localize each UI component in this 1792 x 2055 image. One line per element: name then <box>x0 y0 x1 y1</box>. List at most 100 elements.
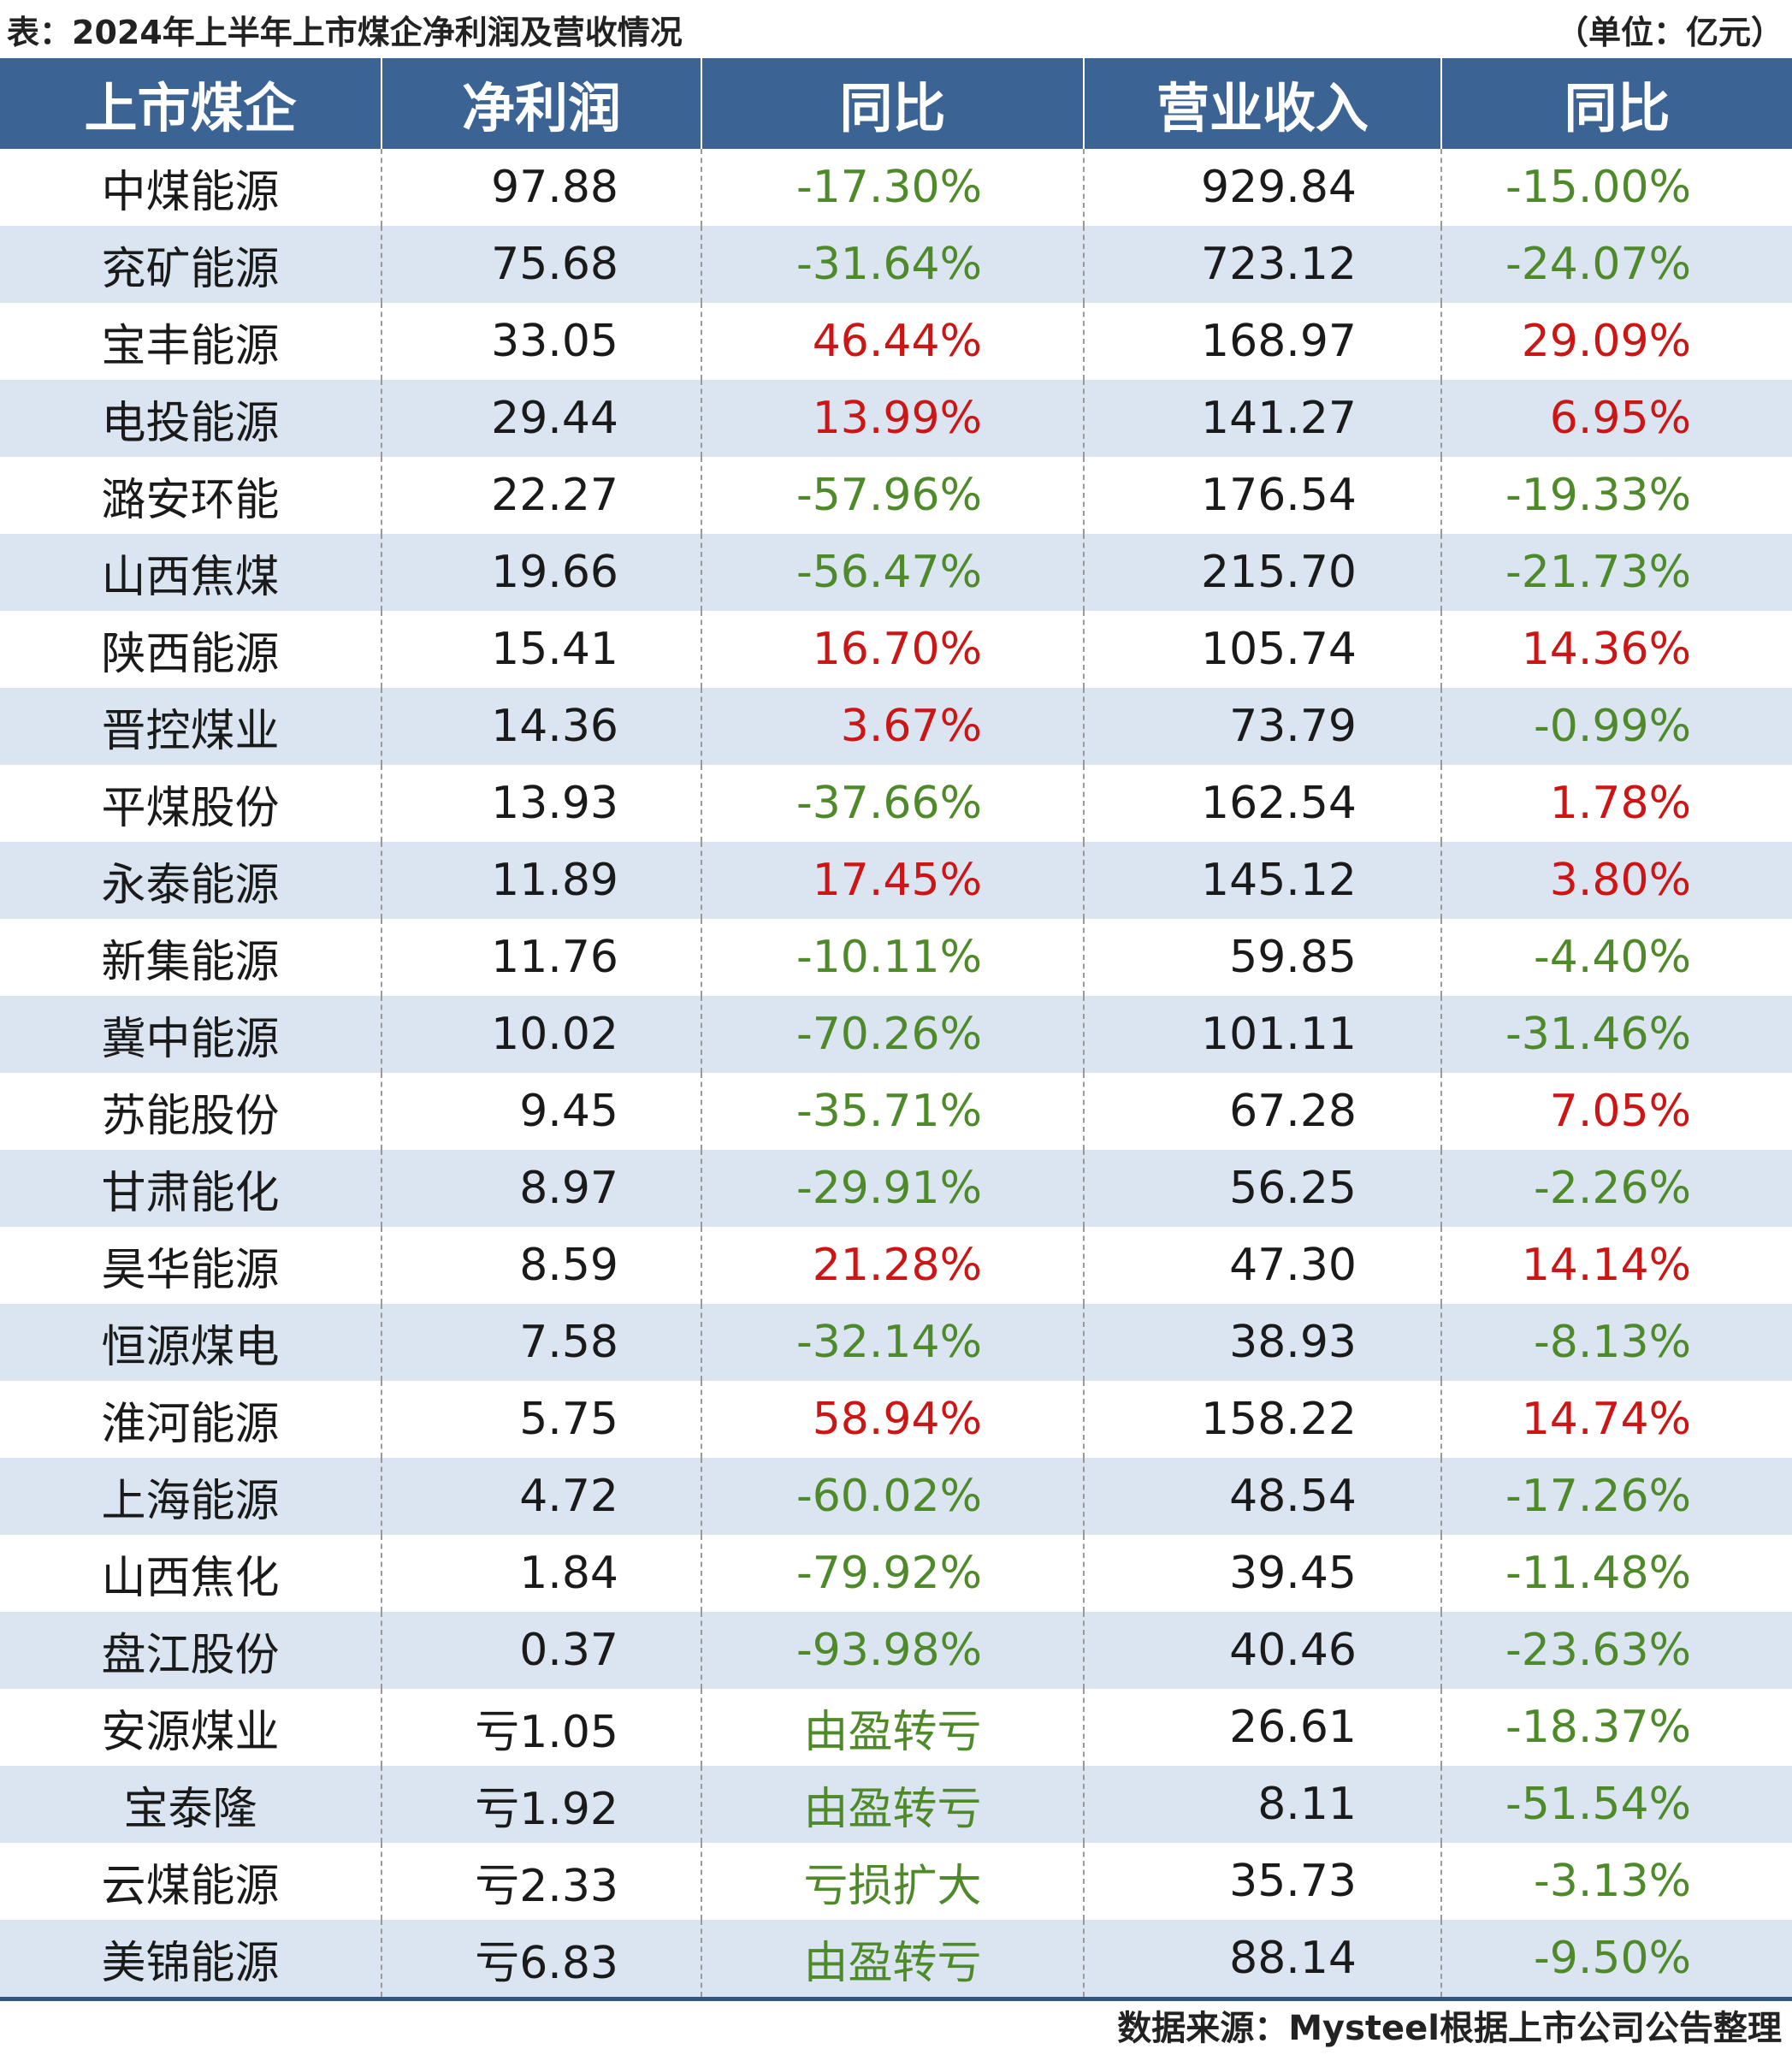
company-cell: 美锦能源 <box>0 1920 381 1997</box>
profit-yoy-cell: 58.94% <box>701 1381 1084 1458</box>
revenue-cell: 38.93 <box>1083 1304 1441 1381</box>
revenue-cell: 67.28 <box>1083 1073 1441 1150</box>
net-profit-cell: 5.75 <box>381 1381 701 1458</box>
table-row: 电投能源 29.44 13.99% 141.27 6.95% <box>0 380 1792 457</box>
revenue-cell: 26.61 <box>1083 1689 1441 1766</box>
profit-yoy-cell: 17.45% <box>701 842 1084 919</box>
revenue-yoy-cell: 14.36% <box>1440 611 1792 688</box>
net-profit-cell: 亏1.05 <box>381 1689 701 1766</box>
header-net-profit: 净利润 <box>381 58 701 149</box>
revenue-yoy-cell: -9.50% <box>1440 1920 1792 1997</box>
company-cell: 晋控煤业 <box>0 688 381 765</box>
revenue-yoy-cell: -4.40% <box>1440 919 1792 996</box>
table-row: 潞安环能 22.27 -57.96% 176.54 -19.33% <box>0 457 1792 534</box>
profit-yoy-cell: -17.30% <box>701 149 1084 226</box>
net-profit-cell: 0.37 <box>381 1612 701 1689</box>
profit-yoy-cell: -29.91% <box>701 1150 1084 1227</box>
table-row: 山西焦煤 19.66 -56.47% 215.70 -21.73% <box>0 534 1792 611</box>
revenue-yoy-cell: 1.78% <box>1440 765 1792 842</box>
revenue-cell: 929.84 <box>1083 149 1441 226</box>
net-profit-cell: 11.89 <box>381 842 701 919</box>
company-cell: 山西焦化 <box>101 1552 280 1604</box>
profit-yoy-cell: 21.28% <box>701 1227 1084 1304</box>
table-caption: 表：2024年上半年上市煤企净利润及营收情况 （单位：亿元） <box>0 0 1792 58</box>
table-row: 宝丰能源 33.05 46.44% 168.97 29.09% <box>0 303 1792 380</box>
profit-yoy-cell: -93.98% <box>701 1612 1084 1689</box>
header-revenue-yoy: 同比 <box>1440 58 1792 149</box>
company-cell: 淮河能源 <box>101 1398 280 1450</box>
header-company: 上市煤企 <box>0 58 381 149</box>
table-row: 中煤能源 97.88 -17.30% 929.84 -15.00% <box>0 149 1792 226</box>
profit-yoy-cell: -60.02% <box>701 1458 1084 1535</box>
revenue-cell: 73.79 <box>1083 688 1441 765</box>
company-cell: 兖矿能源 <box>0 226 381 303</box>
company-cell: 新集能源 <box>101 936 280 988</box>
table-row: 甘肃能化 8.97 -29.91% 56.25 -2.26% <box>0 1150 1792 1227</box>
revenue-yoy-cell: -51.54% <box>1440 1766 1792 1843</box>
net-profit-cell: 4.72 <box>381 1458 701 1535</box>
net-profit-cell: 亏6.83 <box>381 1920 701 1997</box>
revenue-yoy-cell: -17.26% <box>1440 1458 1792 1535</box>
net-profit-cell: 11.76 <box>381 919 701 996</box>
net-profit-cell: 97.88 <box>381 149 701 226</box>
net-profit-cell: 8.97 <box>381 1150 701 1227</box>
company-cell: 冀中能源 <box>0 996 381 1073</box>
revenue-yoy-cell: -21.73% <box>1440 534 1792 611</box>
revenue-cell: 723.12 <box>1083 226 1441 303</box>
revenue-cell: 8.11 <box>1083 1766 1441 1843</box>
table-row: 兖矿能源 75.68 -31.64% 723.12 -24.07% <box>0 226 1792 303</box>
company-cell: 上海能源 <box>0 1458 381 1535</box>
table-row: 恒源煤电 7.58 -32.14% 38.93 -8.13% <box>0 1304 1792 1381</box>
table-row: 永泰能源 11.89 17.45% 145.12 3.80% <box>0 842 1792 919</box>
table-row: 安源煤业 亏1.05 由盈转亏 26.61 -18.37% <box>0 1689 1792 1766</box>
net-profit-cell: 1.84 <box>381 1535 701 1612</box>
revenue-yoy-cell: -8.13% <box>1440 1304 1792 1381</box>
table-row: 昊华能源 8.59 21.28% 47.30 14.14% <box>0 1227 1792 1304</box>
company-cell: 潞安环能 <box>101 474 280 526</box>
revenue-cell: 215.70 <box>1083 534 1441 611</box>
table-row: 苏能股份 9.45 -35.71% 67.28 7.05% <box>0 1073 1792 1150</box>
revenue-cell: 59.85 <box>1083 919 1441 996</box>
revenue-cell: 39.45 <box>1083 1535 1441 1612</box>
revenue-cell: 168.97 <box>1083 303 1441 380</box>
revenue-yoy-cell: -31.46% <box>1440 996 1792 1073</box>
revenue-yoy-cell: -24.07% <box>1440 226 1792 303</box>
table-row: 宝泰隆 亏1.92 由盈转亏 8.11 -51.54% <box>0 1766 1792 1843</box>
revenue-yoy-cell: 6.95% <box>1440 380 1792 457</box>
company-cell: 电投能源 <box>0 380 381 457</box>
revenue-cell: 101.11 <box>1083 996 1441 1073</box>
company-cell: 陕西能源 <box>101 628 280 680</box>
revenue-cell: 48.54 <box>1083 1458 1441 1535</box>
profit-yoy-cell: -56.47% <box>701 534 1084 611</box>
revenue-yoy-cell: -15.00% <box>1440 149 1792 226</box>
company-cell: 云煤能源 <box>101 1860 280 1912</box>
net-profit-cell: 亏2.33 <box>381 1843 701 1920</box>
table-title: 表：2024年上半年上市煤企净利润及营收情况 <box>7 13 683 51</box>
net-profit-cell: 19.66 <box>381 534 701 611</box>
table-header: 上市煤企 净利润 同比 营业收入 同比 <box>0 58 1792 149</box>
net-profit-cell: 75.68 <box>381 226 701 303</box>
header-profit-yoy: 同比 <box>701 58 1084 149</box>
table-row: 晋控煤业 14.36 3.67% 73.79 -0.99% <box>0 688 1792 765</box>
revenue-yoy-cell: -18.37% <box>1440 1689 1792 1766</box>
revenue-yoy-cell: 3.80% <box>1440 842 1792 919</box>
table-row: 上海能源 4.72 -60.02% 48.54 -17.26% <box>0 1458 1792 1535</box>
revenue-yoy-cell: -2.26% <box>1440 1150 1792 1227</box>
revenue-yoy-cell: 14.74% <box>1440 1381 1792 1458</box>
profit-yoy-cell: -37.66% <box>701 765 1084 842</box>
company-cell: 平煤股份 <box>101 782 280 834</box>
table-row: 平煤股份 13.93 -37.66% 162.54 1.78% <box>0 765 1792 842</box>
table-row: 陕西能源 15.41 16.70% 105.74 14.36% <box>0 611 1792 688</box>
profit-yoy-cell: -10.11% <box>701 919 1084 996</box>
revenue-cell: 47.30 <box>1083 1227 1441 1304</box>
table-row: 盘江股份 0.37 -93.98% 40.46 -23.63% <box>0 1612 1792 1689</box>
data-source: 数据来源：Mysteel根据上市公司公告整理 <box>1117 2009 1782 2048</box>
net-profit-cell: 10.02 <box>381 996 701 1073</box>
header-revenue: 营业收入 <box>1083 58 1441 149</box>
revenue-cell: 105.74 <box>1083 611 1441 688</box>
table-body: 中煤能源 97.88 -17.30% 929.84 -15.00% 兖矿能源 75.68 -3… <box>0 149 1792 1997</box>
net-profit-cell: 8.59 <box>381 1227 701 1304</box>
net-profit-cell: 13.93 <box>381 765 701 842</box>
company-cell: 永泰能源 <box>0 842 381 919</box>
table-row: 云煤能源 亏2.33 亏损扩大 35.73 -3.13% <box>0 1843 1792 1920</box>
